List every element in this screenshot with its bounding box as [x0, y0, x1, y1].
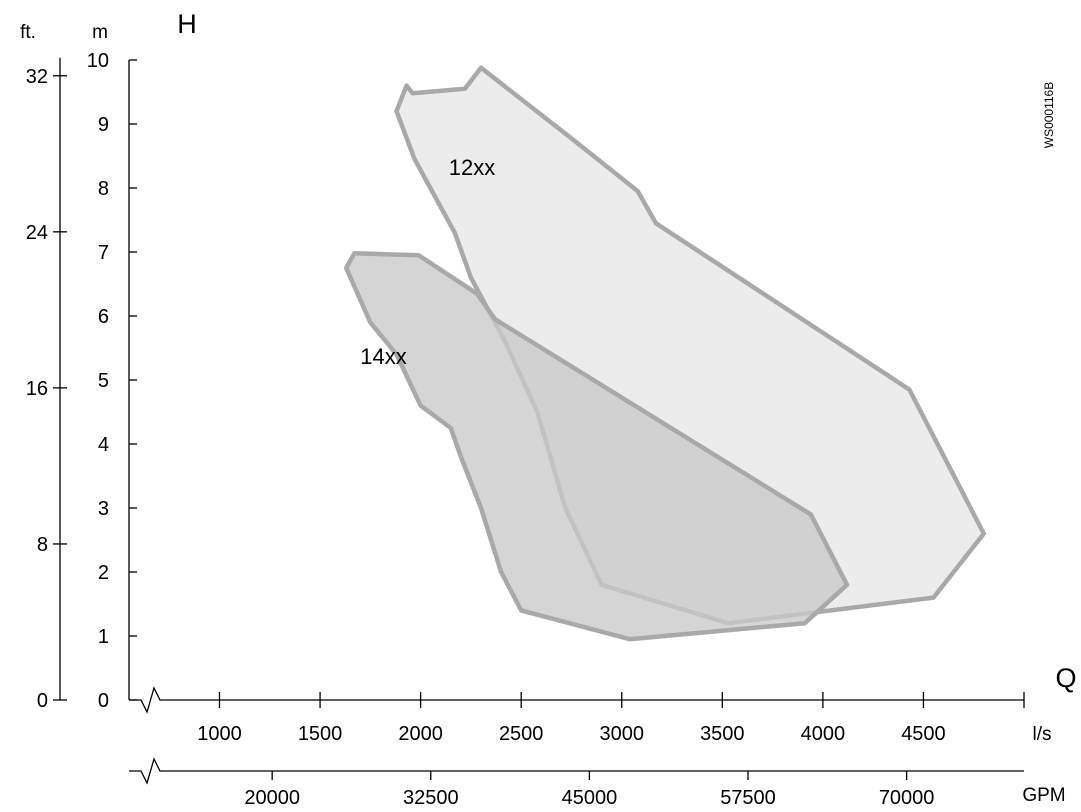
x2-tick-label: 20000	[244, 787, 300, 809]
x2-tick-label: 32500	[403, 787, 459, 809]
x2-tick-label: 70000	[879, 787, 935, 809]
x-axis-gpm	[129, 757, 1024, 785]
y2-tick-label: 24	[26, 222, 48, 244]
y-tick-label: 4	[98, 434, 109, 456]
x-tick-label: 2000	[398, 723, 443, 745]
x-tick-label: 3500	[700, 723, 745, 745]
x-tick-label: 2500	[499, 723, 544, 745]
x-axis-ls	[129, 686, 1024, 714]
x2-tick-label: 45000	[562, 787, 618, 809]
x-tick-label: 3000	[600, 723, 645, 745]
y-tick-label: 5	[98, 370, 109, 392]
x-unit-gpm: GPM	[1022, 785, 1065, 806]
series-label-14xx: 14xx	[360, 344, 406, 369]
y-unit-ft: ft.	[20, 22, 36, 43]
y-tick-label: 0	[98, 690, 109, 712]
x-axis-label-Q: Q	[1055, 663, 1076, 693]
y-tick-label: 3	[98, 498, 109, 520]
series-label-12xx: 12xx	[449, 155, 495, 180]
y-tick-label: 6	[98, 306, 109, 328]
image-code: WS000116B	[1042, 82, 1056, 149]
y-axis-label-H: H	[177, 9, 197, 39]
y-tick-label: 2	[98, 562, 109, 584]
y2-tick-label: 0	[37, 690, 48, 712]
x-tick-label: 4500	[901, 723, 946, 745]
x2-tick-label: 57500	[720, 787, 776, 809]
y2-tick-label: 16	[26, 378, 48, 400]
x-unit-ls: l/s	[1033, 724, 1052, 745]
x-tick-label: 4000	[801, 723, 846, 745]
x-tick-label: 1500	[298, 723, 343, 745]
y-unit-m: m	[92, 22, 108, 43]
y-tick-label: 8	[98, 178, 109, 200]
labels: 12xx 14xx 0 1 2 3 4 5 6 7 8 9 10 m H 0 8 16 24 32 ft. 1000 150…	[20, 9, 1076, 809]
y-tick-label: 10	[87, 50, 109, 72]
region-12xx	[394, 65, 987, 626]
plot-regions	[343, 65, 987, 642]
y-tick-label: 7	[98, 242, 109, 264]
y2-tick-label: 8	[37, 534, 48, 556]
y2-tick-label: 32	[26, 66, 48, 88]
x-tick-label: 1000	[197, 723, 242, 745]
axes	[53, 57, 1025, 785]
region-14xx	[343, 251, 850, 642]
y-tick-label: 1	[98, 626, 109, 648]
y-tick-label: 9	[98, 114, 109, 136]
